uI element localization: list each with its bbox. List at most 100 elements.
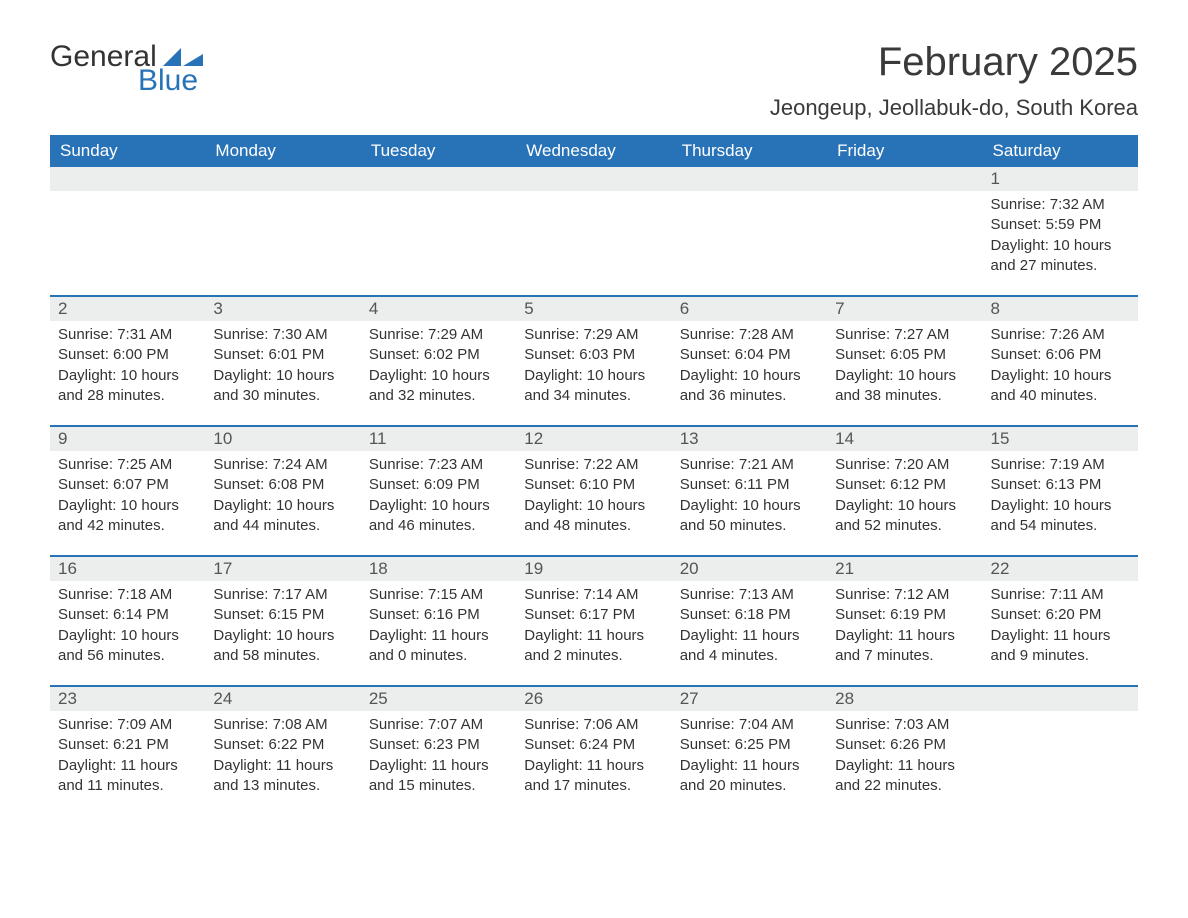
calendar-cell: 11Sunrise: 7:23 AMSunset: 6:09 PMDayligh… bbox=[361, 427, 516, 555]
day-number: 2 bbox=[50, 297, 205, 321]
day-body: Sunrise: 7:17 AMSunset: 6:15 PMDaylight:… bbox=[205, 581, 360, 676]
calendar-cell bbox=[672, 167, 827, 295]
title-block: February 2025 Jeongeup, Jeollabuk-do, So… bbox=[770, 40, 1138, 131]
sunset-line: Sunset: 6:22 PM bbox=[213, 735, 352, 755]
sunrise-line: Sunrise: 7:25 AM bbox=[58, 455, 197, 475]
sunrise-line: Sunrise: 7:28 AM bbox=[680, 325, 819, 345]
sunset-line: Sunset: 6:01 PM bbox=[213, 345, 352, 365]
day-number bbox=[827, 167, 982, 191]
daylight-line: Daylight: 10 hours and 30 minutes. bbox=[213, 366, 352, 407]
calendar-cell: 15Sunrise: 7:19 AMSunset: 6:13 PMDayligh… bbox=[983, 427, 1138, 555]
calendar-cell: 14Sunrise: 7:20 AMSunset: 6:12 PMDayligh… bbox=[827, 427, 982, 555]
day-body bbox=[50, 191, 205, 271]
logo: General Blue bbox=[50, 40, 205, 98]
daylight-line: Daylight: 11 hours and 22 minutes. bbox=[835, 756, 974, 797]
day-number: 26 bbox=[516, 687, 671, 711]
calendar-cell bbox=[983, 687, 1138, 815]
day-body: Sunrise: 7:13 AMSunset: 6:18 PMDaylight:… bbox=[672, 581, 827, 676]
calendar-cell: 25Sunrise: 7:07 AMSunset: 6:23 PMDayligh… bbox=[361, 687, 516, 815]
day-number: 5 bbox=[516, 297, 671, 321]
calendar-week: 1Sunrise: 7:32 AMSunset: 5:59 PMDaylight… bbox=[50, 167, 1138, 295]
calendar-cell: 12Sunrise: 7:22 AMSunset: 6:10 PMDayligh… bbox=[516, 427, 671, 555]
calendar-cell: 28Sunrise: 7:03 AMSunset: 6:26 PMDayligh… bbox=[827, 687, 982, 815]
calendar-cell: 2Sunrise: 7:31 AMSunset: 6:00 PMDaylight… bbox=[50, 297, 205, 425]
sunrise-line: Sunrise: 7:24 AM bbox=[213, 455, 352, 475]
daylight-line: Daylight: 11 hours and 0 minutes. bbox=[369, 626, 508, 667]
sunset-line: Sunset: 6:04 PM bbox=[680, 345, 819, 365]
weekday-row: SundayMondayTuesdayWednesdayThursdayFrid… bbox=[50, 135, 1138, 167]
day-body bbox=[983, 711, 1138, 791]
sunset-line: Sunset: 6:14 PM bbox=[58, 605, 197, 625]
day-number: 6 bbox=[672, 297, 827, 321]
day-number: 7 bbox=[827, 297, 982, 321]
calendar-cell: 4Sunrise: 7:29 AMSunset: 6:02 PMDaylight… bbox=[361, 297, 516, 425]
day-body: Sunrise: 7:29 AMSunset: 6:02 PMDaylight:… bbox=[361, 321, 516, 416]
sunrise-line: Sunrise: 7:18 AM bbox=[58, 585, 197, 605]
calendar-cell bbox=[361, 167, 516, 295]
day-number bbox=[361, 167, 516, 191]
calendar-cell: 18Sunrise: 7:15 AMSunset: 6:16 PMDayligh… bbox=[361, 557, 516, 685]
sunset-line: Sunset: 6:10 PM bbox=[524, 475, 663, 495]
day-number: 23 bbox=[50, 687, 205, 711]
day-body: Sunrise: 7:21 AMSunset: 6:11 PMDaylight:… bbox=[672, 451, 827, 546]
day-number: 17 bbox=[205, 557, 360, 581]
day-body bbox=[827, 191, 982, 271]
day-number: 18 bbox=[361, 557, 516, 581]
day-number: 27 bbox=[672, 687, 827, 711]
sunrise-line: Sunrise: 7:08 AM bbox=[213, 715, 352, 735]
day-body: Sunrise: 7:09 AMSunset: 6:21 PMDaylight:… bbox=[50, 711, 205, 806]
sunrise-line: Sunrise: 7:31 AM bbox=[58, 325, 197, 345]
daylight-line: Daylight: 10 hours and 36 minutes. bbox=[680, 366, 819, 407]
day-number bbox=[516, 167, 671, 191]
day-body: Sunrise: 7:15 AMSunset: 6:16 PMDaylight:… bbox=[361, 581, 516, 676]
sunset-line: Sunset: 6:16 PM bbox=[369, 605, 508, 625]
sunset-line: Sunset: 6:11 PM bbox=[680, 475, 819, 495]
calendar-cell bbox=[827, 167, 982, 295]
day-number: 13 bbox=[672, 427, 827, 451]
day-number: 4 bbox=[361, 297, 516, 321]
day-body: Sunrise: 7:03 AMSunset: 6:26 PMDaylight:… bbox=[827, 711, 982, 806]
sunrise-line: Sunrise: 7:20 AM bbox=[835, 455, 974, 475]
day-number: 8 bbox=[983, 297, 1138, 321]
sunset-line: Sunset: 6:13 PM bbox=[991, 475, 1130, 495]
daylight-line: Daylight: 11 hours and 2 minutes. bbox=[524, 626, 663, 667]
weekday-header: Saturday bbox=[983, 135, 1138, 167]
calendar-body: 1Sunrise: 7:32 AMSunset: 5:59 PMDaylight… bbox=[50, 167, 1138, 815]
sunrise-line: Sunrise: 7:32 AM bbox=[991, 195, 1130, 215]
day-body: Sunrise: 7:31 AMSunset: 6:00 PMDaylight:… bbox=[50, 321, 205, 416]
daylight-line: Daylight: 10 hours and 44 minutes. bbox=[213, 496, 352, 537]
daylight-line: Daylight: 11 hours and 13 minutes. bbox=[213, 756, 352, 797]
sunrise-line: Sunrise: 7:11 AM bbox=[991, 585, 1130, 605]
sunset-line: Sunset: 6:03 PM bbox=[524, 345, 663, 365]
day-number: 21 bbox=[827, 557, 982, 581]
day-body: Sunrise: 7:08 AMSunset: 6:22 PMDaylight:… bbox=[205, 711, 360, 806]
weekday-header: Friday bbox=[827, 135, 982, 167]
sunrise-line: Sunrise: 7:06 AM bbox=[524, 715, 663, 735]
calendar-cell: 23Sunrise: 7:09 AMSunset: 6:21 PMDayligh… bbox=[50, 687, 205, 815]
calendar-cell: 9Sunrise: 7:25 AMSunset: 6:07 PMDaylight… bbox=[50, 427, 205, 555]
sunrise-line: Sunrise: 7:14 AM bbox=[524, 585, 663, 605]
sunset-line: Sunset: 6:12 PM bbox=[835, 475, 974, 495]
day-body: Sunrise: 7:23 AMSunset: 6:09 PMDaylight:… bbox=[361, 451, 516, 546]
sunrise-line: Sunrise: 7:13 AM bbox=[680, 585, 819, 605]
daylight-line: Daylight: 11 hours and 7 minutes. bbox=[835, 626, 974, 667]
day-number: 28 bbox=[827, 687, 982, 711]
daylight-line: Daylight: 11 hours and 9 minutes. bbox=[991, 626, 1130, 667]
calendar-cell: 6 Sunrise: 7:28 AMSunset: 6:04 PMDaylight… bbox=[672, 297, 827, 425]
calendar-head: SundayMondayTuesdayWednesdayThursdayFrid… bbox=[50, 135, 1138, 167]
sunrise-line: Sunrise: 7:04 AM bbox=[680, 715, 819, 735]
sunrise-line: Sunrise: 7:19 AM bbox=[991, 455, 1130, 475]
day-body: Sunrise: 7:22 AMSunset: 6:10 PMDaylight:… bbox=[516, 451, 671, 546]
calendar-cell: 24Sunrise: 7:08 AMSunset: 6:22 PMDayligh… bbox=[205, 687, 360, 815]
location: Jeongeup, Jeollabuk-do, South Korea bbox=[770, 95, 1138, 121]
sunrise-line: Sunrise: 7:29 AM bbox=[369, 325, 508, 345]
daylight-line: Daylight: 11 hours and 17 minutes. bbox=[524, 756, 663, 797]
day-number: 22 bbox=[983, 557, 1138, 581]
day-number: 16 bbox=[50, 557, 205, 581]
day-number bbox=[50, 167, 205, 191]
daylight-line: Daylight: 10 hours and 40 minutes. bbox=[991, 366, 1130, 407]
sunset-line: Sunset: 6:06 PM bbox=[991, 345, 1130, 365]
sunrise-line: Sunrise: 7:27 AM bbox=[835, 325, 974, 345]
sunset-line: Sunset: 6:15 PM bbox=[213, 605, 352, 625]
day-number: 14 bbox=[827, 427, 982, 451]
